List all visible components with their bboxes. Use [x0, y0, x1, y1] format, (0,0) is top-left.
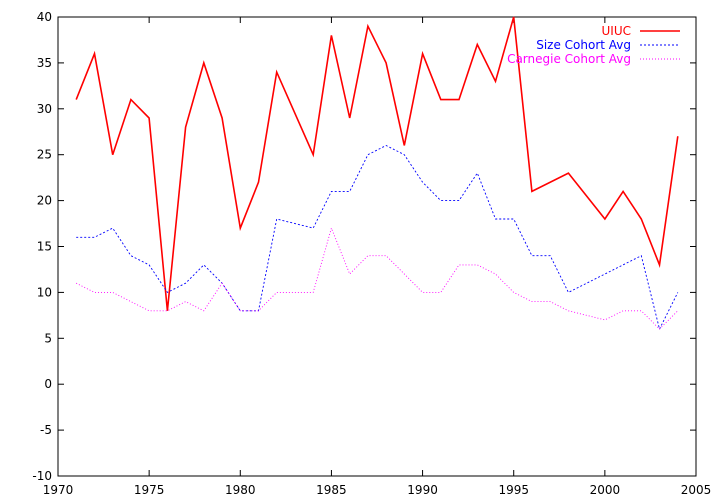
legend-label-0: UIUC [602, 24, 631, 38]
y-tick-label: 25 [37, 148, 52, 162]
y-tick-label: -5 [40, 423, 52, 437]
y-tick-label: 10 [37, 285, 52, 299]
y-tick-label: 15 [37, 240, 52, 254]
y-tick-label: 20 [37, 194, 52, 208]
series-lines [75, 16, 679, 331]
y-tick-label: -10 [32, 469, 52, 483]
x-tick-label: 1985 [316, 483, 347, 497]
y-tick-label: 0 [44, 377, 52, 391]
plot-frame [57, 16, 697, 477]
x-tick-label: 1975 [134, 483, 165, 497]
y-tick-label: 30 [37, 102, 52, 116]
y-tick-label: 5 [44, 331, 52, 345]
y-tick-label: 35 [37, 56, 52, 70]
x-tick-label: 1980 [225, 483, 256, 497]
legend-label-1: Size Cohort Avg [536, 38, 631, 52]
y-tick-label: 40 [37, 10, 52, 24]
x-tick-label: 2005 [681, 483, 712, 497]
x-tick-label: 2000 [590, 483, 621, 497]
x-tick-label: 1970 [43, 483, 74, 497]
x-tick-label: 1995 [498, 483, 529, 497]
x-tick-label: 1990 [407, 483, 438, 497]
axis-tick-labels: 1970 1975 1980 1985 1990 1995 2000 2005 -10 -5 0 5 1… [32, 10, 711, 497]
series-line-0 [75, 16, 679, 311]
series-line-2 [75, 226, 679, 330]
legend-label-2: Carnegie Cohort Avg [507, 52, 631, 66]
axis-ticks [57, 16, 697, 477]
